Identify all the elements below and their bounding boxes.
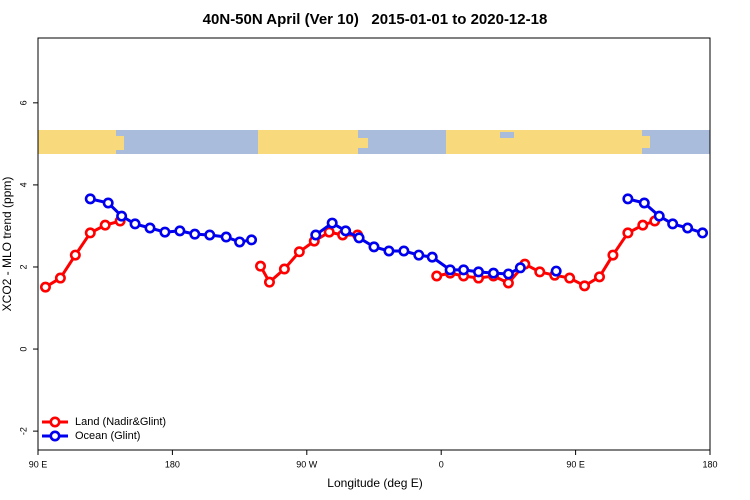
data-point [220, 231, 232, 243]
legend-label: Land (Nadir&Glint) [75, 416, 166, 428]
chart-title: 40N-50N April (Ver 10) 2015-01-01 to 202… [203, 11, 548, 28]
y-axis-label: XCO2 - MLO trend (ppm) [0, 177, 14, 312]
data-point [413, 249, 425, 261]
data-point [637, 219, 649, 231]
x-tick-label: 0 [439, 459, 444, 469]
data-point [204, 229, 216, 241]
data-point [579, 280, 591, 292]
data-point [326, 217, 338, 229]
legend: Land (Nadir&Glint) Ocean (Glint) [42, 416, 166, 442]
series-line [89, 197, 704, 276]
legend-marker [49, 430, 61, 442]
legend-label: Ocean (Glint) [75, 430, 140, 442]
x-tick-label: 180 [165, 459, 180, 469]
map-band [38, 130, 710, 154]
data-point [246, 234, 258, 246]
data-point [502, 268, 514, 280]
data-point [293, 246, 305, 258]
data-point [159, 226, 171, 238]
data-point [84, 193, 96, 205]
data-point [398, 245, 410, 257]
data-point [383, 245, 395, 257]
data-point [116, 210, 128, 222]
data-point [69, 249, 81, 261]
x-tick-label: 180 [702, 459, 717, 469]
data-point [263, 276, 275, 288]
data-point [458, 264, 470, 276]
data-point [622, 193, 634, 205]
data-point [84, 227, 96, 239]
data-point [144, 222, 156, 234]
data-point [39, 281, 51, 293]
data-point [550, 265, 562, 277]
data-point [607, 249, 619, 261]
data-point [444, 264, 456, 276]
data-point [174, 225, 186, 237]
plot-frame [37, 37, 711, 451]
data-point [638, 197, 650, 209]
data-point [514, 262, 526, 274]
data-point [473, 266, 485, 278]
data-point [102, 197, 114, 209]
data-point [534, 266, 546, 278]
data-point [189, 228, 201, 240]
data-point [667, 218, 679, 230]
x-tick-label: 90 E [29, 459, 48, 469]
y-tick-label: 6 [18, 100, 28, 105]
data-point [54, 272, 66, 284]
data-point [323, 226, 335, 238]
y-tick-label: -2 [18, 427, 28, 435]
data-point [653, 210, 665, 222]
data-point [234, 236, 246, 248]
x-axis-label: Longitude (deg E) [327, 476, 422, 490]
data-point [353, 232, 365, 244]
data-point [487, 267, 499, 279]
data-point [622, 227, 634, 239]
data-point [593, 271, 605, 283]
data-point [564, 272, 576, 284]
data-point [697, 227, 709, 239]
y-tick-label: 4 [18, 182, 28, 187]
data-point [310, 229, 322, 241]
data-point [682, 222, 694, 234]
data-point [368, 241, 380, 253]
data-point [99, 219, 111, 231]
data-point [502, 277, 514, 289]
data-point [431, 270, 443, 282]
x-tick-label: 90 E [566, 459, 585, 469]
data-point [255, 260, 267, 272]
y-tick-label: 0 [18, 347, 28, 352]
x-tick-label: 90 W [296, 459, 318, 469]
legend-marker [49, 416, 61, 428]
y-tick-label: 2 [18, 264, 28, 269]
data-point [426, 251, 438, 263]
data-point [278, 263, 290, 275]
data-point [340, 225, 352, 237]
data-point [129, 218, 141, 230]
